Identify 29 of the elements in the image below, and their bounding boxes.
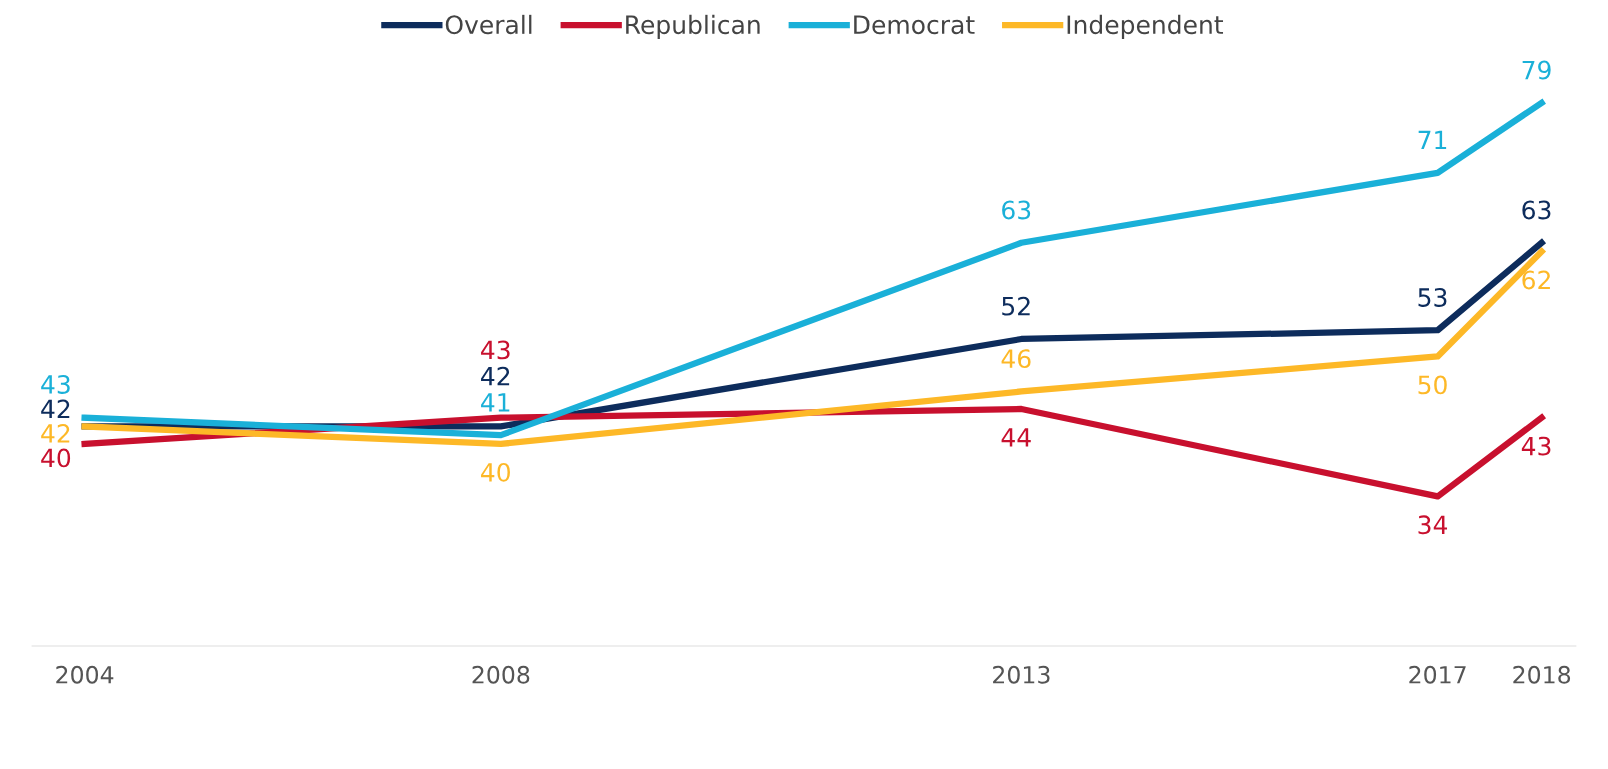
legend-label: Republican (626, 14, 760, 40)
legend-label: Overall (445, 14, 532, 35)
data-label: 42 (41, 399, 70, 419)
data-label: 63 (1002, 200, 1031, 220)
legend-label: Democrat (854, 15, 975, 35)
data-label: 71 (1418, 130, 1447, 150)
data-label: 63 (1522, 200, 1551, 220)
data-label: 79 (1522, 60, 1551, 80)
data-label: 43 (481, 340, 510, 360)
legend-label: Independent (1067, 14, 1224, 40)
data-label: 53 (1418, 287, 1447, 307)
data-label: 62 (1522, 270, 1550, 290)
data-label: 43 (1521, 436, 1551, 456)
x-tick-label: 2004 (56, 665, 114, 684)
x-tick-label: 2018 (1513, 665, 1571, 684)
data-label: 41 (481, 393, 510, 412)
data-label: 34 (1418, 515, 1448, 535)
data-label: 43 (41, 374, 70, 394)
data-label: 42 (41, 423, 70, 443)
x-tick-label: 2013 (993, 665, 1050, 684)
data-label: 44 (1001, 428, 1031, 447)
x-tick-label: 2008 (472, 665, 530, 684)
x-tick-label: 2017 (1409, 665, 1466, 684)
data-label: 42 (481, 366, 510, 386)
data-label: 46 (1001, 349, 1031, 369)
data-label: 52 (1002, 296, 1030, 316)
data-label: 50 (1418, 375, 1447, 395)
data-label: 40 (481, 462, 510, 482)
data-label: 40 (41, 448, 71, 468)
